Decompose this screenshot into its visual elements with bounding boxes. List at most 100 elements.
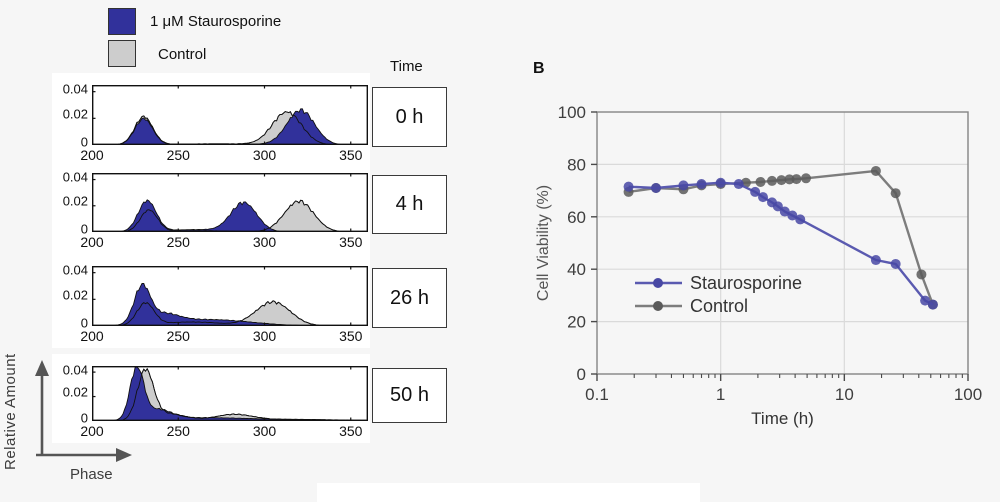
hist-y-tick-label: 0 [80, 221, 88, 237]
data-point [916, 269, 927, 280]
staurosporine-histogram-area [92, 283, 368, 326]
hist-y-tick-label: 0.04 [62, 262, 88, 278]
data-point [870, 255, 881, 266]
y-tick-label: 60 [567, 208, 586, 227]
plot-frame [92, 266, 368, 326]
data-point [787, 210, 798, 221]
data-point [890, 258, 901, 269]
data-point [784, 174, 795, 185]
panel-b-label: B [533, 60, 545, 77]
hist-y-tick-label: 0 [80, 315, 88, 331]
plot-frame [92, 366, 368, 421]
relative-amount-axis-label: Relative Amount [2, 353, 19, 470]
time-box-label: 50 h [390, 384, 429, 406]
y-tick-label: 80 [567, 155, 586, 174]
control-legend-label: Control [158, 46, 207, 63]
cell-viability-chart: 0 20 40 60 80 100 0.1 1 10 100 Time (h) Cell Viabil… [535, 103, 983, 428]
hist-y-tick-label: 0.02 [62, 193, 88, 209]
data-point [766, 175, 777, 186]
hist-x-tick-label: 300 [252, 234, 277, 250]
y-tick-label: 0 [577, 365, 586, 384]
data-point [623, 181, 634, 192]
hist-y-tick-label: 0.02 [62, 287, 88, 303]
data-point [696, 179, 707, 190]
hist-y-tick-label: 0.04 [62, 169, 88, 185]
histogram-26h: 0 0.02 0.04 200 250 300 350 [52, 254, 370, 348]
data-point [750, 186, 761, 197]
gridlines [597, 112, 968, 374]
hist-x-tick-label: 200 [80, 328, 104, 344]
hist-x-tick-label: 250 [166, 234, 190, 250]
bottom-white-strip [317, 483, 700, 502]
hist-x-tick-label: 350 [339, 328, 363, 344]
hist-y-tick-label: 0 [80, 134, 88, 150]
phase-axis-label: Phase [70, 466, 113, 483]
y-tick-label: 100 [558, 103, 586, 122]
data-point [755, 176, 766, 187]
control-legend-swatch [108, 40, 136, 67]
data-point [870, 165, 881, 176]
time-box-label: 4 h [395, 193, 424, 215]
y-axis-label: Cell Viability (%) [535, 185, 552, 301]
data-point [791, 174, 802, 185]
hist-y-tick-label: 0 [80, 410, 88, 426]
legend-label: Staurosporine [690, 273, 802, 293]
x-tick-label: 1 [716, 385, 725, 404]
time-box-50h: 50 h [372, 368, 447, 423]
data-point [733, 179, 744, 190]
x-tick-label: 100 [954, 385, 982, 404]
time-column-header: Time [390, 58, 423, 75]
data-point [920, 295, 931, 306]
hist-x-tick-label: 300 [252, 147, 277, 163]
data-point [927, 299, 938, 310]
data-point [801, 173, 812, 184]
time-box-26h: 26 h [372, 268, 447, 328]
histogram-plot [92, 173, 368, 232]
histogram-0h: 0 0.02 0.04 200 250 300 350 [52, 73, 370, 167]
hist-x-tick-label: 350 [339, 234, 363, 250]
x-tick-label: 10 [835, 385, 854, 404]
histogram-4h: 0 0.02 0.04 200 250 300 350 [52, 161, 370, 254]
data-point [795, 214, 806, 225]
data-point [772, 201, 783, 212]
time-box-4h: 4 h [372, 175, 447, 234]
axis-arrows [35, 360, 132, 462]
histogram-50h: 0 0.02 0.04 200 250 300 350 [52, 354, 370, 443]
axis-ticks [591, 111, 969, 381]
hist-x-tick-label: 250 [166, 423, 190, 439]
hist-x-tick-label: 300 [252, 423, 277, 439]
time-box-label: 26 h [390, 286, 429, 309]
x-axis-label: Time (h) [751, 409, 814, 428]
hist-x-tick-label: 200 [80, 234, 104, 250]
y-tick-label: 40 [567, 260, 586, 279]
hist-x-tick-label: 200 [80, 147, 104, 163]
plot-frame [92, 85, 368, 145]
data-point [758, 192, 769, 203]
hist-x-tick-label: 300 [252, 328, 277, 344]
staurosporine-histogram-area [92, 108, 368, 145]
staurosporine-legend-label: 1 μM Staurosporine [150, 13, 282, 30]
hist-y-tick-label: 0.02 [62, 106, 88, 122]
hist-x-tick-label: 350 [339, 423, 363, 439]
histogram-plot [92, 85, 368, 145]
data-point [779, 206, 790, 217]
up-arrow-icon [35, 360, 49, 376]
histogram-plot [92, 366, 368, 421]
staurosporine-legend-swatch [108, 8, 136, 35]
legend-label: Control [690, 296, 748, 316]
plot-frame [92, 173, 368, 232]
hist-y-tick-label: 0.04 [62, 81, 88, 97]
hist-x-tick-label: 250 [166, 328, 190, 344]
data-point [715, 177, 726, 188]
staurosporine-series [623, 177, 938, 310]
hist-x-tick-label: 250 [166, 147, 190, 163]
tick-labels: 0 20 40 60 80 100 0.1 1 10 100 [558, 103, 983, 404]
hist-y-tick-label: 0.04 [62, 362, 88, 378]
hist-x-tick-label: 200 [80, 423, 104, 439]
data-point [651, 182, 662, 193]
right-arrow-icon [116, 448, 132, 462]
time-box-0h: 0 h [372, 87, 447, 147]
data-point [678, 180, 689, 191]
data-point [776, 175, 787, 186]
plot-frame [596, 111, 969, 375]
